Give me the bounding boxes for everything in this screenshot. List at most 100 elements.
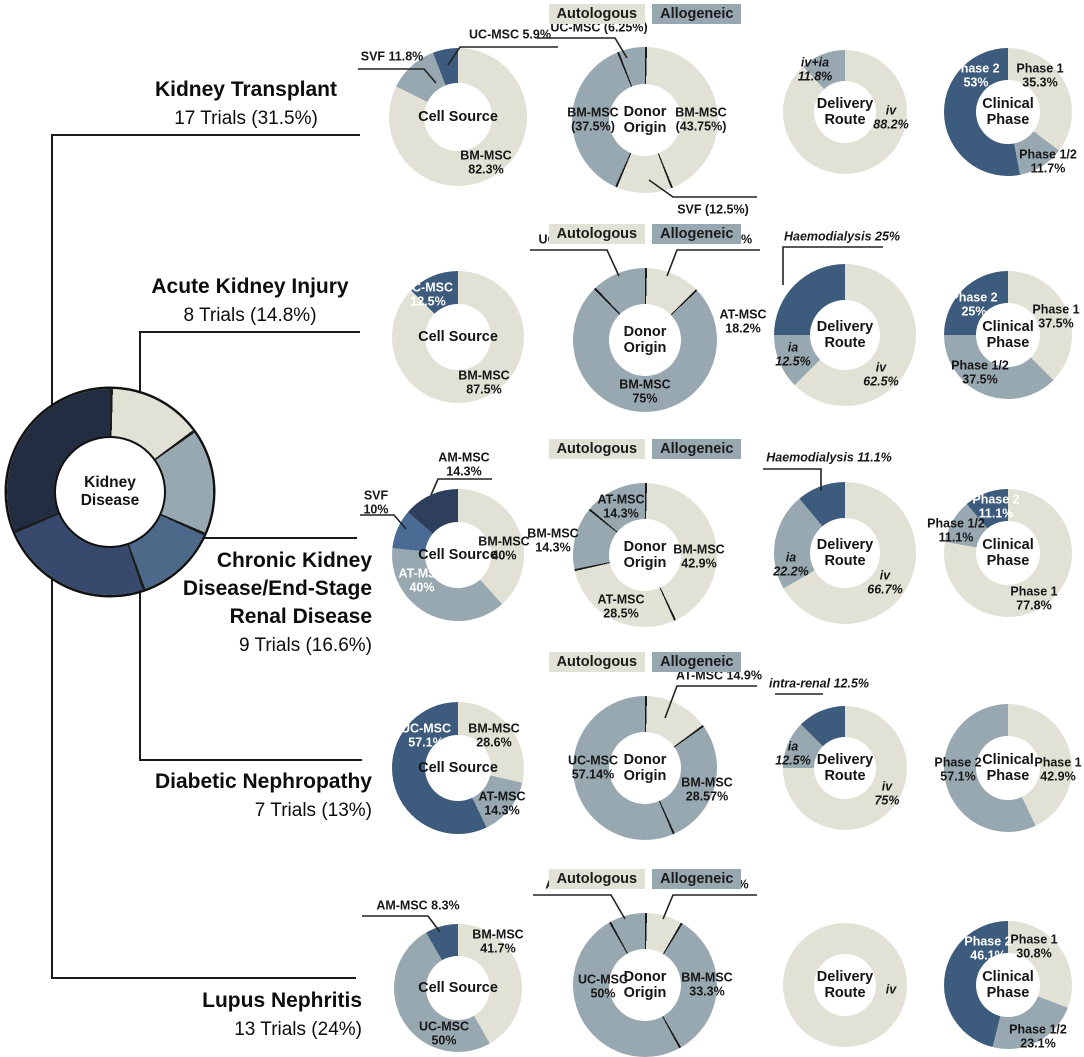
donut-center-label-line: Route — [824, 112, 866, 128]
donut-center-label: Delivery Route — [796, 292, 894, 378]
donut-center-label: Donor Origin — [595, 511, 695, 599]
slice-label: iv 88.2% — [873, 103, 909, 131]
donut-chart-dn-cell-source: Cell Source BM-MSC 28.6% AT-MSC 14.3% UC-MSC 5… — [298, 628, 618, 908]
slice-label: Haemodialysis 25% — [783, 229, 901, 244]
donut-center-label-line: Clinical — [982, 96, 1034, 112]
donut-chart-ln-donor-origin: DonorOriginAM-MSC 8.3%BM-MSC 8.3%UC-MSC5… — [485, 845, 805, 1057]
donut-chart-ckd-cell-source: Cell Source BM-MSC 40% AT-MSC 40% SVF 10% AM-MS… — [298, 415, 618, 695]
donut-center-label-line: Cell Source — [418, 547, 498, 563]
donut-center-label-line: Origin — [623, 985, 667, 1001]
donut-center-label-line: Delivery — [816, 752, 874, 768]
slice-label: Phase 1 37.5% — [1032, 302, 1080, 330]
disease-trial-count: 13 Trials (24%) — [234, 1019, 362, 1040]
donut-center-label: Delivery Route — [800, 73, 890, 151]
donut-center-label: Delivery Route — [796, 510, 894, 596]
donut-center-label: Donor Origin — [595, 296, 695, 384]
donut-center-label: Donor Origin — [595, 76, 695, 164]
slice-label: iv — [885, 982, 897, 997]
legend-allogeneic: Allogeneic — [652, 224, 742, 244]
disease-trial-count: 9 Trials (16.6%) — [238, 635, 372, 656]
donut-center-label-line: Cell Source — [418, 329, 498, 345]
disease-trial-count: 8 Trials (14.8%) — [183, 305, 317, 326]
slice-label: BM-MSC 28.57% — [681, 775, 733, 803]
donut-center-label-line: Phase — [986, 112, 1030, 128]
slice-label: UC-MSC 50% — [578, 972, 628, 1000]
slice-label: iv 66.7% — [867, 568, 903, 596]
donut-center-label: Cell Source — [411, 514, 505, 596]
donut-hole — [424, 83, 492, 151]
slice-label: Phase 1/2 11.7% — [1019, 147, 1077, 175]
slice-label: AT-MSC 18.2% — [719, 307, 767, 335]
donut-center-label: Clinical Phase — [962, 728, 1054, 808]
donut-center-label-line: Route — [824, 553, 866, 569]
donut-center-label-line: Clinical — [982, 319, 1034, 335]
donut-hole — [425, 304, 491, 370]
disease-title: Acute Kidney Injury — [151, 275, 349, 298]
donut-chart-ckd-donor-origin: Donor Origin BM-MSC 42.9% AT-MSC 28.5% BM-MSC 1… — [485, 415, 805, 695]
label-leader-lines — [358, 46, 558, 84]
slice-label: UC-MSC 50% — [419, 1019, 469, 1047]
donut-center-label-line: Origin — [623, 768, 667, 784]
disease-title: Chronic Kidney — [216, 549, 372, 572]
donut-center-label: Donor Origin — [595, 724, 695, 812]
donut-center-label-line: Delivery — [816, 96, 874, 112]
disease-label-diabetic-nephropathy: Diabetic Nephropathy 7 Trials (13%) — [12, 768, 372, 823]
donut-hole — [814, 954, 876, 1016]
slice-label: AT-MSC 14.3% — [478, 789, 526, 817]
donut-hole — [976, 953, 1040, 1017]
label-leader-lines — [664, 685, 757, 719]
donut-center-label-line: Delivery — [816, 319, 874, 335]
tree-connector-line — [139, 759, 362, 761]
donut-hole — [976, 521, 1040, 585]
label-leader-lines — [537, 37, 757, 198]
disease-title: Lupus Nephritis — [202, 989, 362, 1012]
donut-center-label: Donor Origin — [595, 941, 695, 1029]
donut-chart-dn-delivery-route: Delivery Route iv 75% ia 12.5% intra-renal 12.… — [685, 628, 1005, 908]
legend-autologous: Autologous — [548, 869, 646, 889]
legend-autologous: Autologous — [548, 652, 646, 672]
donut-chart-ln-cell-source: Cell Source BM-MSC 41.7% UC-MSC 50% AM-MSC 8.… — [298, 848, 618, 1057]
slice-label: AT-MSC 40% — [398, 566, 446, 594]
donut-center-label-line: Donor — [623, 752, 667, 768]
slice-label: Phase 1/2 37.5% — [951, 358, 1009, 386]
donut-chart-dn-clinical-phase: Clinical Phase Phase 1 42.9% Phase 2 57.1% — [848, 628, 1084, 908]
disease-title: Kidney Transplant — [154, 78, 338, 101]
disease-title: Diabetic Nephropathy — [154, 770, 372, 793]
slice-label: iv 62.5% — [863, 360, 899, 388]
donut-hole — [609, 304, 681, 376]
slice-label: AM-MSC 8.3% — [376, 898, 460, 913]
donut-chart-dn-donor-origin: Donor Origin AT-MSC 14.9% UC-MSC 57.14% BM-MS… — [485, 628, 805, 908]
slice-label: BM-MSC 82.3% — [460, 148, 512, 176]
donut-center-label-line: Donor — [623, 104, 667, 120]
slice-label: BM-MSC 87.5% — [458, 368, 510, 396]
donut-hole — [609, 732, 681, 804]
donut-center-label: Delivery Route — [800, 729, 890, 807]
donut-center-label-line: Delivery — [816, 969, 874, 985]
slice-label: UC-MSC 5.9% — [469, 27, 551, 42]
donut-center-label-line: Delivery — [816, 537, 874, 553]
slice-label: BM-MSC 42.9% — [673, 542, 725, 570]
slice-label: iv+ia 11.8% — [797, 55, 833, 83]
donut-center-label-line: Route — [824, 768, 866, 784]
label-leader-lines — [775, 693, 823, 695]
slice-label: BM-MSC 40% — [478, 534, 530, 562]
slice-label: AT-MSC 28.5% — [597, 592, 645, 620]
label-leader-lines — [763, 468, 822, 491]
donut-center-label: Delivery Route — [800, 946, 890, 1024]
donut-hole — [810, 300, 880, 370]
slice-label: AM-MSC 14.3% — [438, 450, 490, 478]
slice-label: BM-MSC (43.75%) — [675, 105, 727, 133]
donor-origin-legend: Autologous Allogeneic — [485, 224, 805, 244]
donut-hole — [426, 956, 490, 1020]
donut-chart-ckd-delivery-route: Delivery Route iv 66.7% ia 22.2% Haemodialysis… — [685, 413, 1005, 693]
donut-center-label: Cell Source — [410, 75, 506, 159]
donut-chart-aki-cell-source: Cell Source BM-MSC 87.5% UC-MSC 12.5% — [298, 197, 618, 477]
donut-center-label: Clinical Phase — [962, 945, 1054, 1025]
donut-chart-ln-delivery-route: Delivery Route iv — [685, 845, 1005, 1057]
legend-autologous: Autologous — [548, 4, 646, 24]
slice-label: AT-MSC 14.3% — [597, 492, 645, 520]
slice-label: UC-MSC 57.14% — [568, 753, 618, 781]
donut-center-label-line: Origin — [623, 340, 667, 356]
donut-hole — [976, 303, 1040, 367]
